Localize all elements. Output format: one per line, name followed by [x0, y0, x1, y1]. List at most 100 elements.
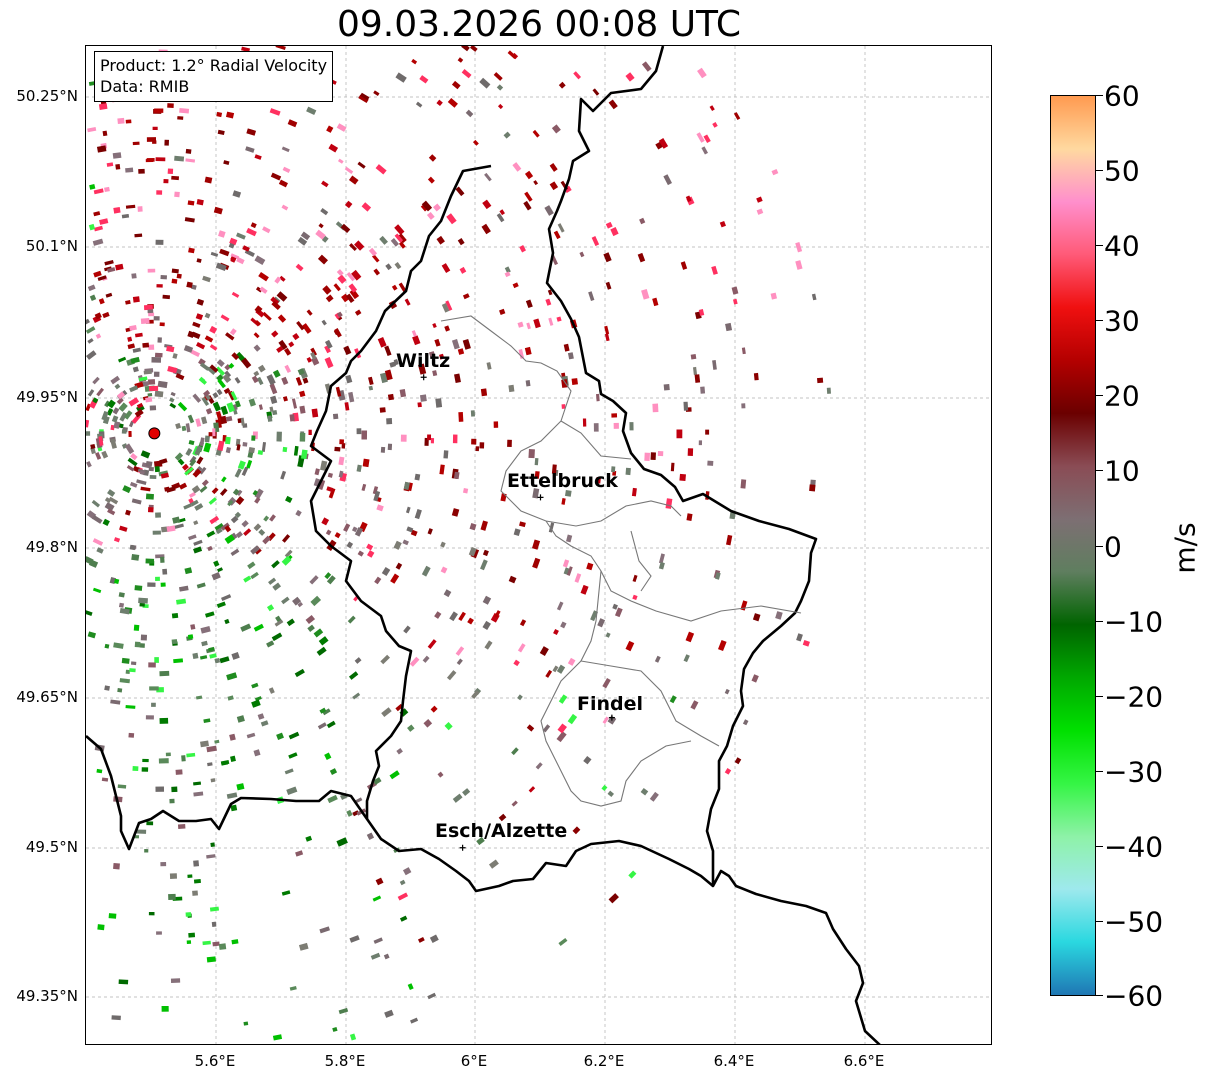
colorbar-tick-label: −20	[1104, 680, 1164, 714]
radar-gate	[171, 268, 179, 274]
radar-gate	[91, 499, 101, 508]
radar-gate	[211, 487, 219, 495]
radar-gate	[128, 732, 135, 738]
radar-gate	[418, 363, 427, 375]
radar-gate	[287, 119, 298, 128]
radar-gate	[430, 438, 435, 444]
radar-gate	[272, 369, 281, 378]
radar-gate	[504, 271, 511, 278]
radar-map[interactable]	[85, 45, 992, 1045]
radar-gate	[193, 539, 203, 546]
radar-gate	[242, 442, 248, 447]
radar-gate	[686, 513, 693, 521]
radar-gate	[698, 440, 703, 446]
radar-gate	[167, 168, 174, 175]
radar-gate	[349, 1033, 357, 1041]
radar-gate	[210, 251, 219, 257]
radar-gate	[253, 749, 261, 757]
radar-gate	[240, 417, 245, 426]
radar-gate	[234, 377, 241, 384]
radar-gate	[107, 489, 116, 497]
radar-gate	[523, 200, 532, 211]
radar-gate	[87, 389, 95, 397]
radar-gate	[558, 937, 568, 946]
radar-gate	[434, 611, 442, 619]
radar-gate	[193, 781, 202, 786]
country-borders	[86, 46, 881, 1044]
radar-gate	[557, 223, 565, 233]
radar-gate	[139, 602, 145, 607]
radar-gate	[118, 356, 127, 363]
radar-gate	[132, 766, 139, 772]
radar-gate	[204, 312, 211, 319]
radar-gate	[305, 835, 313, 842]
radar-gate	[325, 529, 332, 536]
radar-gate	[295, 509, 302, 517]
radar-gate	[395, 72, 407, 83]
radar-gate	[556, 664, 566, 674]
radar-gate	[775, 611, 783, 620]
radar-gate	[795, 241, 803, 253]
radar-gate	[480, 559, 488, 571]
radar-gate	[384, 345, 392, 357]
radar-gate	[796, 633, 803, 642]
radar-gate	[95, 452, 102, 460]
radar-gate	[339, 439, 345, 445]
radar-gate	[102, 415, 110, 425]
radar-gate	[147, 268, 156, 273]
radar-gate	[125, 300, 131, 305]
radar-gate	[216, 374, 224, 382]
radar-gate	[348, 391, 355, 403]
radar-gate	[281, 555, 292, 566]
radar-gate	[159, 670, 170, 677]
radar-gate	[436, 235, 445, 245]
radar-gate	[372, 486, 379, 495]
radar-gate	[225, 111, 235, 119]
radar-gate	[152, 140, 157, 144]
radar-gate	[208, 497, 217, 505]
radar-gate	[209, 344, 218, 351]
radar-gate	[604, 325, 610, 335]
map-gridlines	[86, 46, 991, 1044]
radar-gate	[397, 233, 407, 244]
radar-gate	[225, 332, 235, 341]
radar-gate	[393, 540, 402, 550]
radar-gate	[551, 124, 561, 134]
radar-gate	[213, 206, 223, 215]
radar-gate	[93, 270, 102, 278]
radar-gate	[496, 84, 504, 91]
radar-gate	[295, 263, 304, 272]
radar-gate	[394, 261, 402, 270]
radar-gate	[299, 390, 306, 398]
radar-gate	[206, 530, 216, 538]
radar-gate	[237, 418, 242, 424]
radar-gate	[98, 436, 104, 446]
radar-gate	[467, 617, 474, 625]
radar-gate	[121, 429, 127, 434]
radar-gate	[602, 716, 609, 724]
radar-gate	[440, 566, 448, 574]
radar-gate	[127, 343, 136, 350]
radar-gate	[255, 286, 263, 293]
radar-gate	[243, 1021, 249, 1026]
radar-gate	[258, 271, 269, 282]
radar-gate	[215, 366, 226, 376]
radar-gate	[532, 557, 541, 569]
radar-gate	[136, 479, 147, 485]
radar-gate	[282, 396, 288, 402]
radar-gate	[170, 391, 176, 397]
radar-gate	[148, 385, 159, 391]
radar-gate	[295, 376, 303, 386]
radar-gate	[93, 188, 104, 195]
radar-gate	[118, 979, 129, 985]
lon-tick-label: 5.8°E	[324, 1052, 366, 1070]
radar-gate	[119, 678, 130, 684]
radar-gate	[545, 298, 552, 306]
radar-gate	[428, 154, 437, 162]
radar-gate	[231, 291, 240, 298]
radar-gate	[206, 745, 217, 753]
radar-gate	[134, 409, 144, 418]
radar-gate	[92, 376, 100, 385]
radar-gate	[308, 429, 312, 436]
radar-gate	[125, 167, 134, 173]
